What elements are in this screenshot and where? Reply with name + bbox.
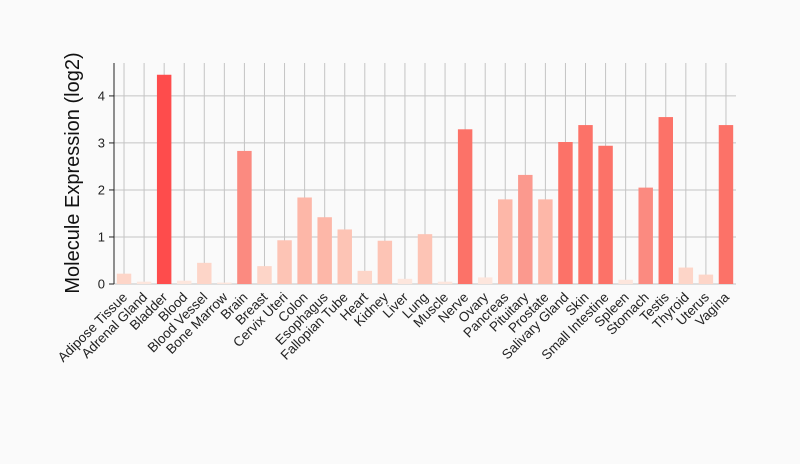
- bar-colon: [297, 197, 312, 284]
- bar-skin: [578, 125, 593, 284]
- bar-prostate: [538, 199, 553, 284]
- y-tick-label: 4: [98, 88, 105, 103]
- bar-ovary: [477, 277, 493, 284]
- bar-liver: [397, 278, 413, 284]
- bar-uterus: [698, 274, 714, 284]
- bar-breast: [257, 266, 272, 284]
- y-tick-label: 1: [98, 229, 105, 244]
- y-tick-label: 0: [98, 277, 105, 292]
- bar-fallopian-tube: [337, 229, 352, 284]
- bar-blood: [177, 280, 192, 284]
- bar-blood-vessel: [197, 262, 212, 284]
- bar-stomach: [638, 187, 653, 284]
- bar-small-intestine: [598, 145, 613, 284]
- bar-brain: [237, 150, 252, 284]
- bar-cervix-uteri: [277, 240, 292, 284]
- bar-esophagus: [317, 217, 332, 284]
- bar-heart: [357, 270, 373, 284]
- bar-thyroid: [678, 267, 694, 284]
- bars: [116, 74, 734, 285]
- bar-bladder: [156, 74, 172, 285]
- bar-kidney: [377, 240, 393, 284]
- bar-salivary-gland: [558, 141, 573, 284]
- y-tick-label: 2: [98, 182, 105, 197]
- y-axis-title: Molecule Expression (log2): [62, 52, 84, 293]
- bar-pituitary: [518, 174, 533, 284]
- bar-spleen: [618, 279, 633, 284]
- bar-nerve: [457, 129, 473, 284]
- bar-adipose-tissue: [116, 273, 132, 284]
- bar-pancreas: [498, 199, 513, 284]
- y-tick-label: 3: [98, 135, 105, 150]
- bar-muscle: [437, 281, 453, 284]
- bar-testis: [658, 117, 673, 285]
- bar-bone-marrow: [217, 282, 232, 284]
- bar-adrenal-gland: [136, 281, 152, 284]
- bar-lung: [417, 234, 433, 284]
- bar-vagina: [718, 125, 734, 284]
- y-axis-ticks: 0 1 2 3 4: [98, 88, 114, 292]
